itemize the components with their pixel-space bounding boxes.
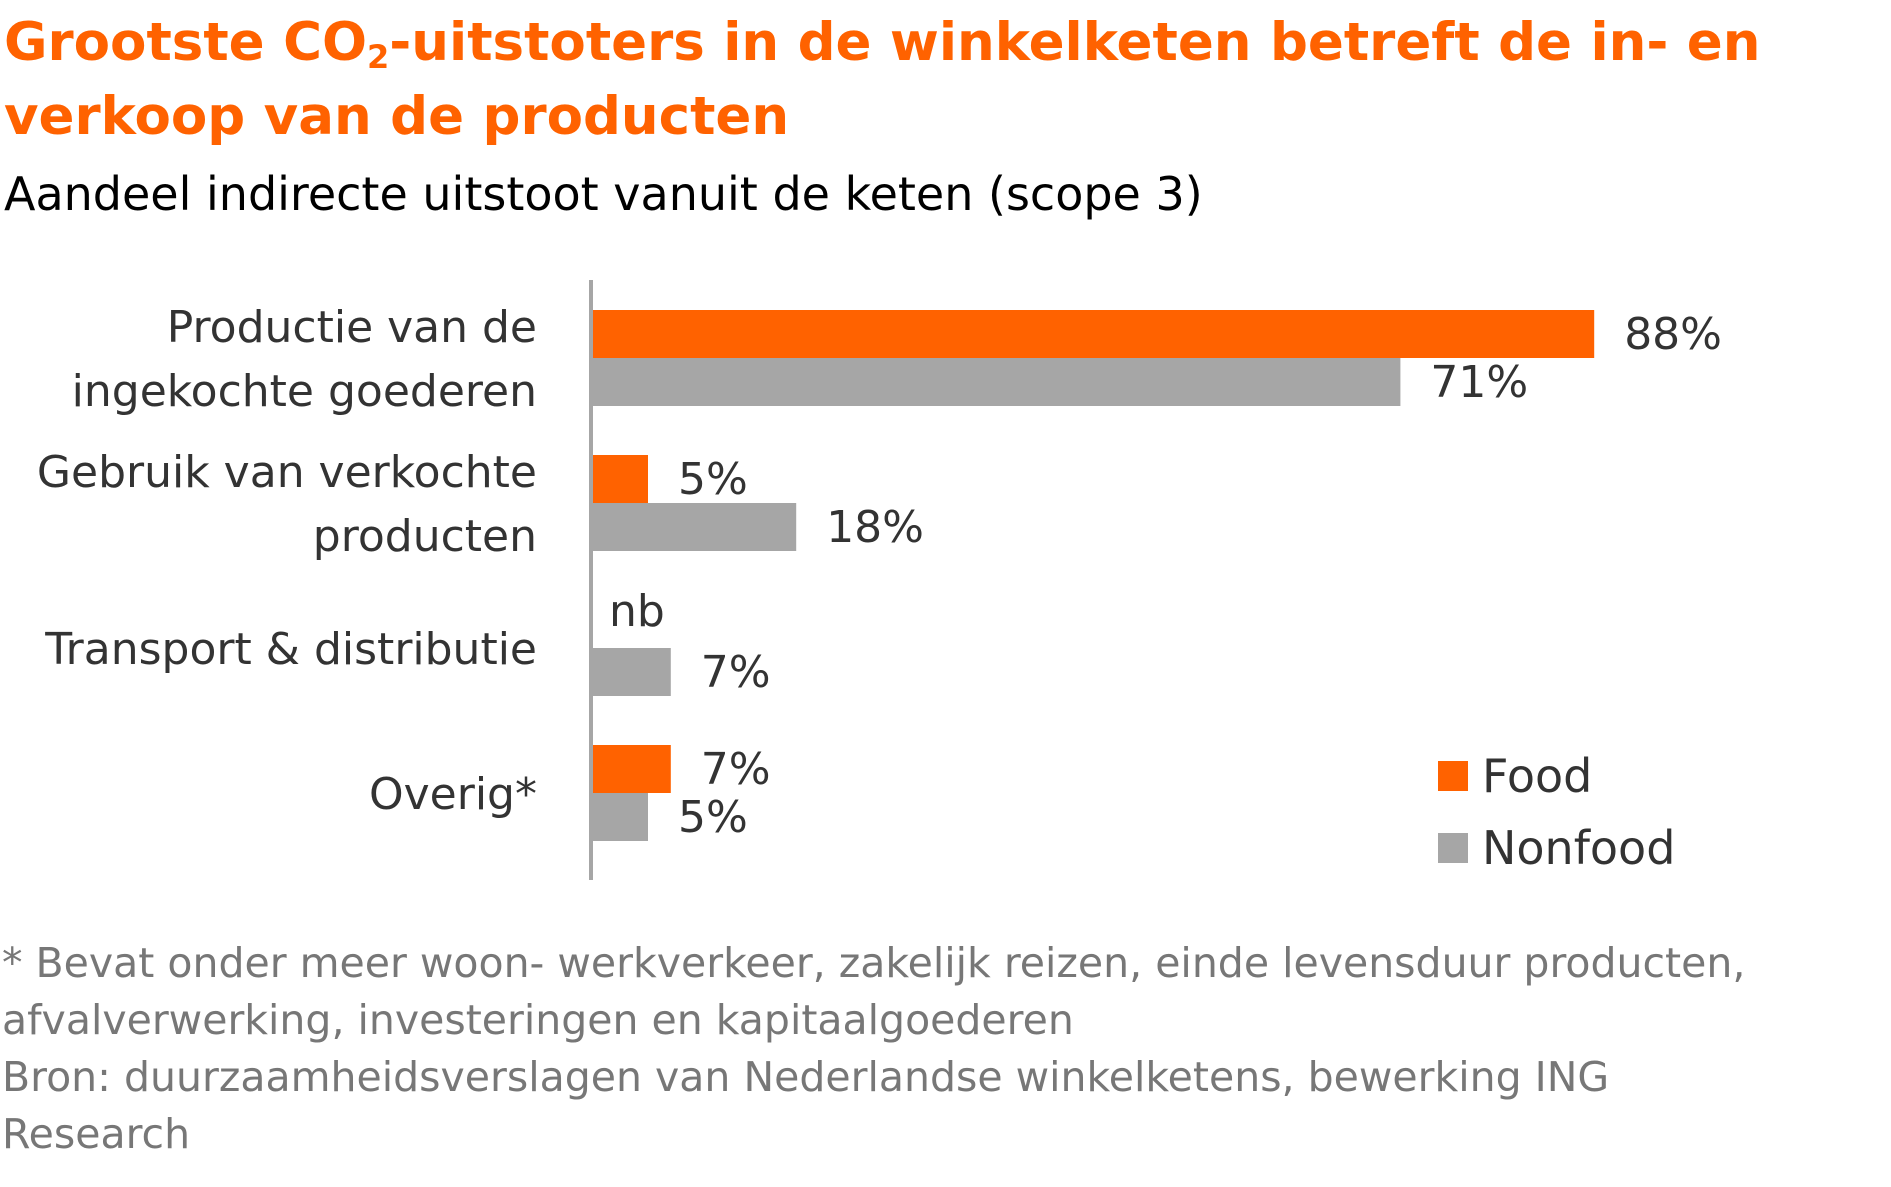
bar-chart: Productie van de ingekochte goederen 88% 71… xyxy=(37,280,1722,880)
bar-food xyxy=(591,310,1595,358)
legend-swatch-food xyxy=(1438,761,1468,791)
bar-nonfood xyxy=(591,648,671,696)
category-label: ingekochte goederen xyxy=(72,366,537,417)
data-label: 5% xyxy=(678,454,748,505)
legend: Food Nonfood xyxy=(1438,740,1675,884)
data-label: 88% xyxy=(1624,309,1722,360)
title-text-end: -uitstoters in de winkelketen betreft de… xyxy=(4,12,1761,147)
chart-subtitle: Aandeel indirecte uitstoot vanuit de ket… xyxy=(4,167,1203,221)
source-line: Bron: duurzaamheidsverslagen van Nederla… xyxy=(2,1053,1610,1101)
category-label: Transport & distributie xyxy=(44,624,537,675)
bar-nonfood xyxy=(591,358,1401,406)
data-label: 7% xyxy=(701,647,771,698)
legend-swatch-nonfood xyxy=(1438,833,1468,863)
data-label: nb xyxy=(609,586,665,637)
bar-nonfood xyxy=(591,503,797,551)
data-label: 71% xyxy=(1430,357,1528,408)
bar-food xyxy=(591,745,671,793)
category-label: Gebruik van verkochte xyxy=(37,447,537,498)
legend-item-food: Food xyxy=(1438,740,1675,812)
footnote-line: afvalverwerking, investeringen en kapita… xyxy=(2,996,1074,1044)
footnote: * Bevat onder meer woon- werkverkeer, za… xyxy=(2,935,1882,1163)
legend-item-nonfood: Nonfood xyxy=(1438,812,1675,884)
legend-label-nonfood: Nonfood xyxy=(1482,821,1676,875)
data-label: 7% xyxy=(701,744,771,795)
bar-nonfood xyxy=(591,793,648,841)
legend-label-food: Food xyxy=(1482,749,1593,803)
category-label: Productie van de xyxy=(167,302,537,353)
footnote-line: * Bevat onder meer woon- werkverkeer, za… xyxy=(2,939,1746,987)
category-label: Overig* xyxy=(369,769,537,820)
title-subscript: 2 xyxy=(367,38,390,76)
data-label: 5% xyxy=(678,792,748,843)
title-text-start: Grootste CO xyxy=(4,12,368,73)
category-label: producten xyxy=(313,511,537,562)
bar-food xyxy=(591,455,648,503)
chart-title: Grootste CO2-uitstoters in de winkelkete… xyxy=(4,6,1884,154)
data-label: 18% xyxy=(826,502,924,553)
source-line: Research xyxy=(2,1110,191,1158)
